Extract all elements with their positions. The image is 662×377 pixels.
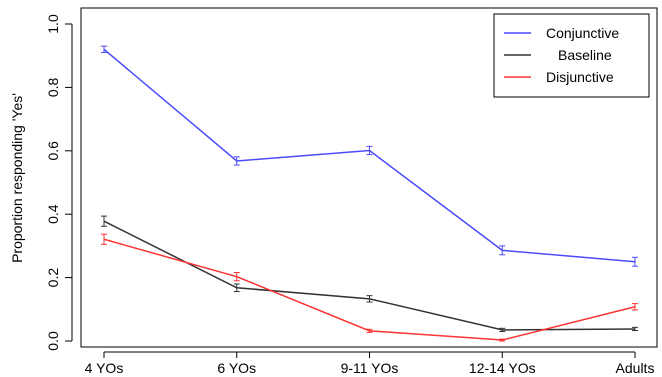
series-line-baseline xyxy=(103,220,636,331)
legend: Conjunctive Baseline Disjunctive xyxy=(493,13,650,98)
x-tick-label: 4 YOs xyxy=(85,360,124,376)
y-tick-label: 1.0 xyxy=(45,14,61,34)
plot-frame xyxy=(80,7,658,348)
x-tick-label: 6 YOs xyxy=(217,360,256,376)
y-tick-label: 0.8 xyxy=(45,77,61,97)
legend-label-conjunctive: Conjunctive xyxy=(546,25,619,41)
series-layer xyxy=(101,45,638,342)
legend-label-disjunctive: Disjunctive xyxy=(546,69,614,85)
y-tick-label: 0.2 xyxy=(45,268,61,288)
x-axis: 4 YOs 6 YOs 9-11 YOs 12-14 YOs Adults xyxy=(85,351,655,376)
y-axis: 0.0 0.2 0.4 0.6 0.8 1.0 xyxy=(45,14,73,351)
x-tick-label: Adults xyxy=(616,360,655,376)
series-baseline xyxy=(101,215,638,332)
y-axis-label: Proportion responding 'Yes' xyxy=(9,93,25,263)
x-tick-label: 9-11 YOs xyxy=(341,360,399,376)
series-disjunctive xyxy=(101,233,638,342)
legend-label-baseline: Baseline xyxy=(558,47,612,63)
y-tick-label: 0.6 xyxy=(45,141,61,161)
series-conjunctive xyxy=(101,45,638,267)
y-tick-label: 0.0 xyxy=(45,331,61,351)
x-tick-label: 12-14 YOs xyxy=(469,360,536,376)
y-tick-label: 0.4 xyxy=(45,204,61,224)
